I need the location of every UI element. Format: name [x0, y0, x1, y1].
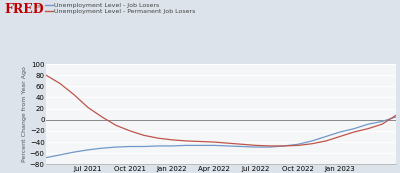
- Text: ↗: ↗: [34, 3, 41, 12]
- Legend: Unemployment Level - Job Losers, Unemployment Level - Permanent Job Losers: Unemployment Level - Job Losers, Unemplo…: [45, 3, 196, 14]
- Y-axis label: Percent Change from Year Ago: Percent Change from Year Ago: [22, 66, 27, 162]
- Text: FRED: FRED: [4, 3, 44, 16]
